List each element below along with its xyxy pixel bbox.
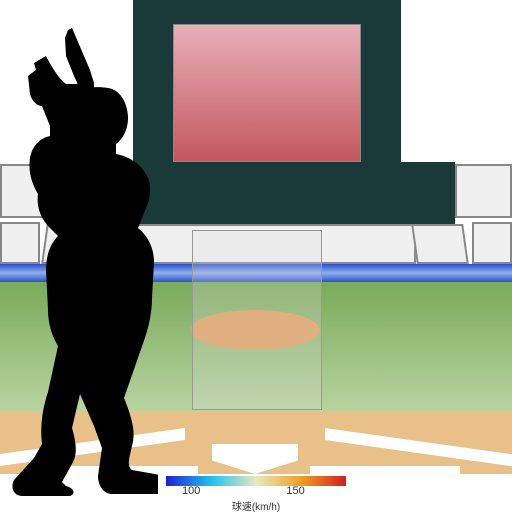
legend-axis-label: 球速(km/h) <box>158 498 354 513</box>
legend-tick-label: 150 <box>286 485 304 497</box>
stand-section <box>411 224 469 264</box>
baseball-pitch-chart: 100 150 球速(km/h) <box>0 0 512 512</box>
stand-section <box>455 164 512 218</box>
speed-legend: 100 150 球速(km/h) <box>158 474 354 510</box>
legend-tick-label: 100 <box>182 485 200 497</box>
legend-ticks: 100 150 <box>166 485 346 499</box>
stand-section <box>472 222 512 264</box>
batter-silhouette <box>0 28 228 498</box>
